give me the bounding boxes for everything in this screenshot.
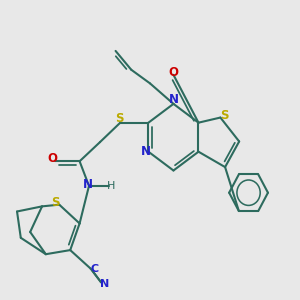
Text: S: S: [51, 196, 60, 209]
Text: N: N: [100, 279, 109, 289]
Text: N: N: [82, 178, 92, 191]
Text: O: O: [48, 152, 58, 165]
Text: N: N: [169, 93, 178, 106]
Text: O: O: [169, 66, 178, 79]
Text: N: N: [141, 145, 151, 158]
Text: S: S: [115, 112, 123, 125]
Text: H: H: [107, 181, 115, 191]
Text: C: C: [90, 263, 98, 274]
Text: S: S: [220, 109, 228, 122]
